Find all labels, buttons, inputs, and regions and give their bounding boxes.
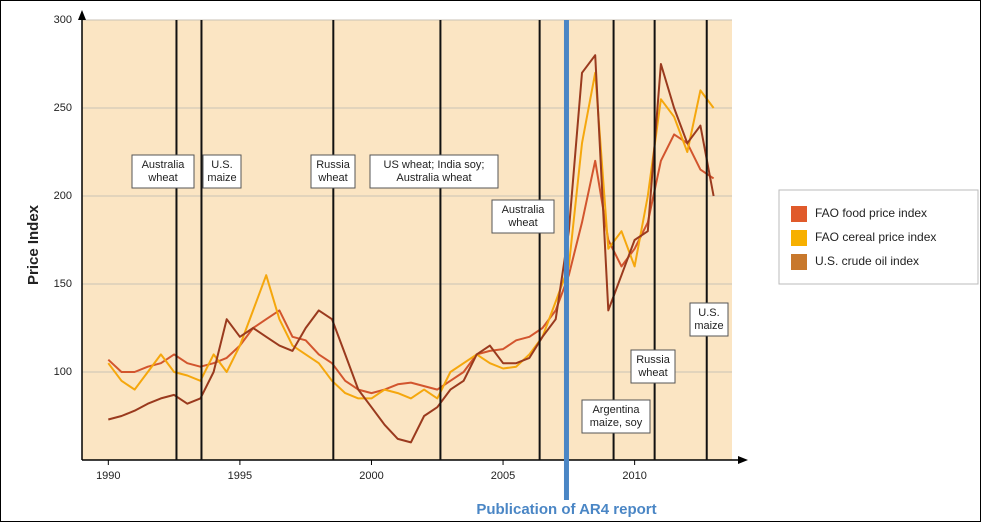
- event-label: U.S.: [211, 159, 232, 171]
- x-axis-arrow: [738, 456, 748, 464]
- report-label: Publication of AR4 report: [476, 501, 656, 518]
- event-label-box: [369, 154, 499, 189]
- x-tick-label: 2000: [359, 470, 383, 482]
- event-label-box: [689, 302, 729, 337]
- x-tick-label: 1995: [228, 470, 252, 482]
- y-axis-label: Price Index: [25, 204, 42, 285]
- legend-label: FAO food price index: [815, 206, 927, 220]
- event-label: maize, soy: [590, 417, 643, 429]
- x-tick-label: 2005: [491, 470, 515, 482]
- event-label-box: [491, 199, 555, 234]
- event-label: Russia: [636, 354, 671, 366]
- event-label-box: [581, 399, 651, 434]
- event-label-box: [131, 154, 195, 189]
- y-tick-label: 150: [54, 278, 72, 290]
- event-label-box: [310, 154, 356, 189]
- legend-swatch: [791, 254, 807, 270]
- legend-box: [778, 189, 979, 285]
- event-label: US wheat; India soy;: [384, 159, 485, 171]
- event-label-box: [202, 154, 242, 189]
- event-label: Australia wheat: [396, 172, 471, 184]
- legend-swatch: [791, 206, 807, 222]
- legend-label: FAO cereal price index: [815, 230, 936, 244]
- y-axis-arrow: [78, 10, 86, 20]
- event-label: Australia: [142, 159, 186, 171]
- event-label: wheat: [147, 172, 177, 184]
- legend-swatch: [791, 230, 807, 246]
- event-label-box: [630, 349, 676, 384]
- plot-background: [82, 20, 732, 460]
- y-tick-label: 100: [54, 366, 72, 378]
- event-label: U.S.: [698, 307, 719, 319]
- event-label: maize: [207, 172, 236, 184]
- event-label: Argentina: [592, 404, 640, 416]
- event-label: wheat: [317, 172, 347, 184]
- event-label: Russia: [316, 159, 351, 171]
- y-tick-label: 200: [54, 190, 72, 202]
- y-tick-label: 300: [54, 14, 72, 26]
- legend-label: U.S. crude oil index: [815, 254, 919, 268]
- x-tick-label: 2010: [622, 470, 646, 482]
- y-tick-label: 250: [54, 102, 72, 114]
- event-label: maize: [694, 320, 723, 332]
- event-label: wheat: [637, 367, 667, 379]
- event-label: wheat: [507, 217, 537, 229]
- x-tick-label: 1990: [96, 470, 120, 482]
- event-label: Australia: [502, 204, 546, 216]
